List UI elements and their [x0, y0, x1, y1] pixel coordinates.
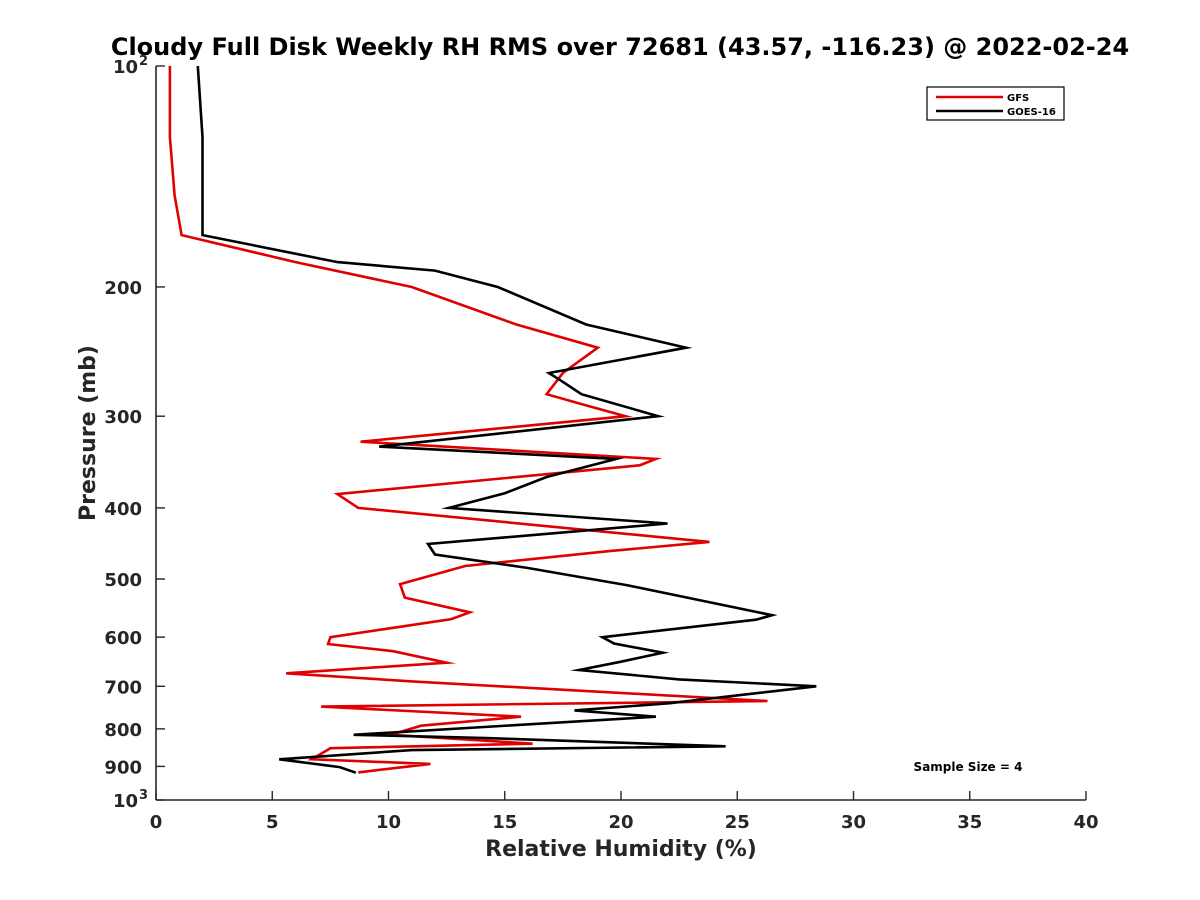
y-tick-label: 900 [104, 757, 142, 778]
series-layer [168, 65, 817, 774]
y-tick-label: 600 [104, 628, 142, 649]
y-tick-label: 500 [104, 570, 142, 591]
legend: GFS GOES-16 [926, 86, 1065, 121]
y-tick-label: 400 [104, 499, 142, 520]
x-tick-label: 25 [725, 812, 750, 833]
y-tick-label: 800 [104, 720, 142, 741]
series-line-gfs [168, 66, 768, 774]
x-tick-label: 35 [957, 812, 982, 833]
x-axis-label: Relative Humidity (%) [485, 837, 757, 862]
y-tick-label-exponent: 2 [139, 54, 148, 69]
x-tick-label: 40 [1073, 812, 1098, 833]
y-axis-label: Pressure (mb) [76, 345, 101, 521]
series-line-goes-16 [196, 65, 817, 774]
y-tick-label: 10 [113, 57, 138, 78]
sample-size-annotation: Sample Size = 4 [914, 760, 1023, 774]
legend-entry-label: GOES-16 [1007, 107, 1056, 118]
x-axis: 0 5 10 15 20 25 30 35 40 [150, 791, 1099, 833]
y-tick-label: 200 [104, 278, 142, 299]
x-tick-label: 5 [266, 812, 279, 833]
y-tick-label: 300 [104, 407, 142, 428]
x-tick-label: 20 [608, 812, 633, 833]
legend-entry-label: GFS [1007, 93, 1029, 104]
y-tick-label: 10 [113, 791, 138, 812]
y-tick-label-exponent: 3 [139, 788, 148, 803]
y-tick-label: 700 [104, 677, 142, 698]
x-tick-label: 0 [150, 812, 163, 833]
x-tick-label: 30 [841, 812, 866, 833]
x-tick-label: 10 [376, 812, 401, 833]
x-tick-label: 15 [492, 812, 517, 833]
legend-box [926, 86, 1065, 121]
chart-title: Cloudy Full Disk Weekly RH RMS over 7268… [111, 33, 1129, 61]
